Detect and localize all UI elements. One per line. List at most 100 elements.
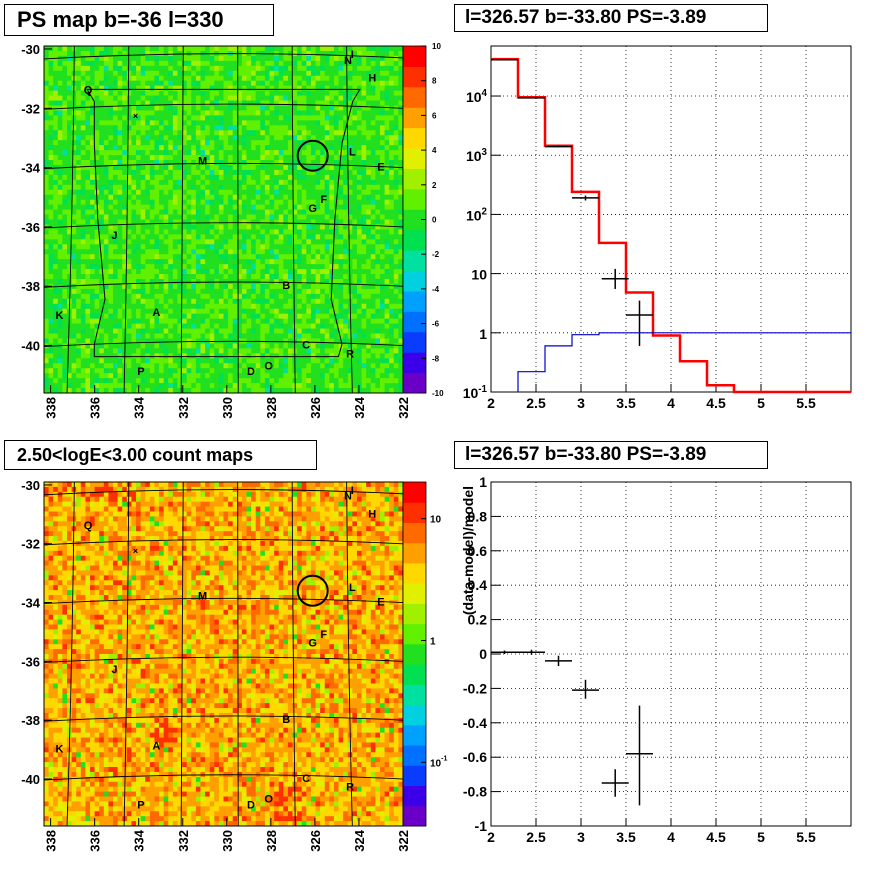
map-cell bbox=[255, 189, 261, 196]
map-cell bbox=[67, 100, 73, 106]
map-cell bbox=[287, 348, 293, 354]
map-cell bbox=[255, 283, 261, 290]
map-cell bbox=[361, 115, 367, 121]
map-cell bbox=[297, 184, 303, 191]
map-cell bbox=[333, 160, 339, 166]
map-cell bbox=[315, 388, 321, 394]
map-cell bbox=[260, 373, 266, 379]
map-cell bbox=[126, 274, 132, 280]
map-cell bbox=[177, 358, 183, 364]
map-cell bbox=[186, 368, 192, 374]
map-cell bbox=[356, 160, 362, 166]
map-cell bbox=[182, 135, 188, 141]
map-cell bbox=[218, 70, 224, 77]
map-cell bbox=[343, 388, 349, 394]
map-cell bbox=[205, 214, 211, 220]
map-cell bbox=[287, 264, 293, 270]
map-cell bbox=[177, 140, 183, 146]
map-cell bbox=[209, 293, 215, 300]
map-cell bbox=[274, 244, 280, 250]
map-cell bbox=[315, 318, 321, 324]
map-cell bbox=[172, 378, 178, 384]
map-cell bbox=[94, 283, 100, 290]
map-cell bbox=[274, 293, 280, 300]
map-cell bbox=[356, 254, 362, 260]
map-cell bbox=[237, 184, 243, 191]
map-cell bbox=[356, 130, 362, 136]
map-cell bbox=[103, 125, 109, 131]
map-cell bbox=[241, 274, 247, 280]
map-cell bbox=[209, 264, 215, 270]
map-cell bbox=[324, 318, 330, 324]
map-cell bbox=[62, 179, 68, 186]
map-cell bbox=[140, 155, 146, 161]
map-cell bbox=[90, 254, 96, 260]
map-cell bbox=[278, 358, 284, 364]
map-cell bbox=[292, 229, 298, 235]
map-cell bbox=[343, 303, 349, 310]
map-cell bbox=[301, 219, 307, 225]
map-cell bbox=[140, 80, 146, 87]
map-cell bbox=[149, 204, 155, 210]
map-cell bbox=[246, 244, 252, 250]
map-cell bbox=[361, 110, 367, 116]
map-cell bbox=[140, 160, 146, 166]
map-cell bbox=[182, 259, 188, 265]
map-cell bbox=[347, 189, 353, 196]
map-cell bbox=[57, 100, 63, 106]
map-cell bbox=[103, 65, 109, 72]
map-cell bbox=[218, 204, 224, 210]
map-cell bbox=[287, 120, 293, 126]
map-cell bbox=[44, 65, 49, 72]
map-cell bbox=[352, 313, 358, 320]
map-cell bbox=[361, 363, 367, 369]
map-cell bbox=[232, 254, 238, 260]
map-cell bbox=[136, 254, 142, 260]
map-cell bbox=[182, 90, 188, 96]
map-cell bbox=[122, 75, 128, 82]
map-cell bbox=[301, 308, 307, 315]
map-cell bbox=[246, 105, 252, 111]
map-cell bbox=[159, 110, 165, 116]
map-cell bbox=[113, 283, 119, 290]
map-cell bbox=[76, 219, 82, 225]
map-cell bbox=[361, 155, 367, 161]
map-cell bbox=[237, 90, 243, 96]
map-cell bbox=[278, 363, 284, 369]
map-cell bbox=[287, 95, 293, 101]
map-cell bbox=[260, 55, 266, 62]
map-cell bbox=[287, 110, 293, 116]
map-cell bbox=[48, 293, 54, 300]
map-cell bbox=[315, 348, 321, 354]
map-cell bbox=[44, 274, 49, 280]
map-cell bbox=[67, 115, 73, 121]
map-cell bbox=[53, 209, 59, 215]
map-cell bbox=[241, 239, 247, 245]
map-cell bbox=[269, 125, 275, 131]
map-cell bbox=[76, 303, 82, 310]
map-cell bbox=[232, 269, 238, 275]
map-cell bbox=[182, 80, 188, 87]
map-cell bbox=[251, 264, 257, 270]
map-cell bbox=[145, 303, 151, 310]
map-cell bbox=[361, 100, 367, 106]
map-cell bbox=[103, 378, 109, 384]
map-cell bbox=[182, 303, 188, 310]
map-cell bbox=[53, 313, 59, 320]
map-cell bbox=[329, 249, 335, 255]
map-cell bbox=[80, 229, 86, 235]
map-cell bbox=[108, 46, 114, 52]
map-cell bbox=[209, 100, 215, 106]
map-cell bbox=[108, 288, 114, 295]
map-cell bbox=[297, 219, 303, 225]
map-cell bbox=[163, 199, 169, 206]
map-cell bbox=[306, 209, 312, 215]
map-cell bbox=[343, 338, 349, 344]
map-cell bbox=[103, 308, 109, 315]
map-cell bbox=[149, 164, 155, 171]
map-cell bbox=[195, 55, 201, 62]
map-cell bbox=[223, 155, 229, 161]
map-cell bbox=[117, 318, 123, 324]
map-cell bbox=[237, 130, 243, 136]
map-cell bbox=[57, 373, 63, 379]
